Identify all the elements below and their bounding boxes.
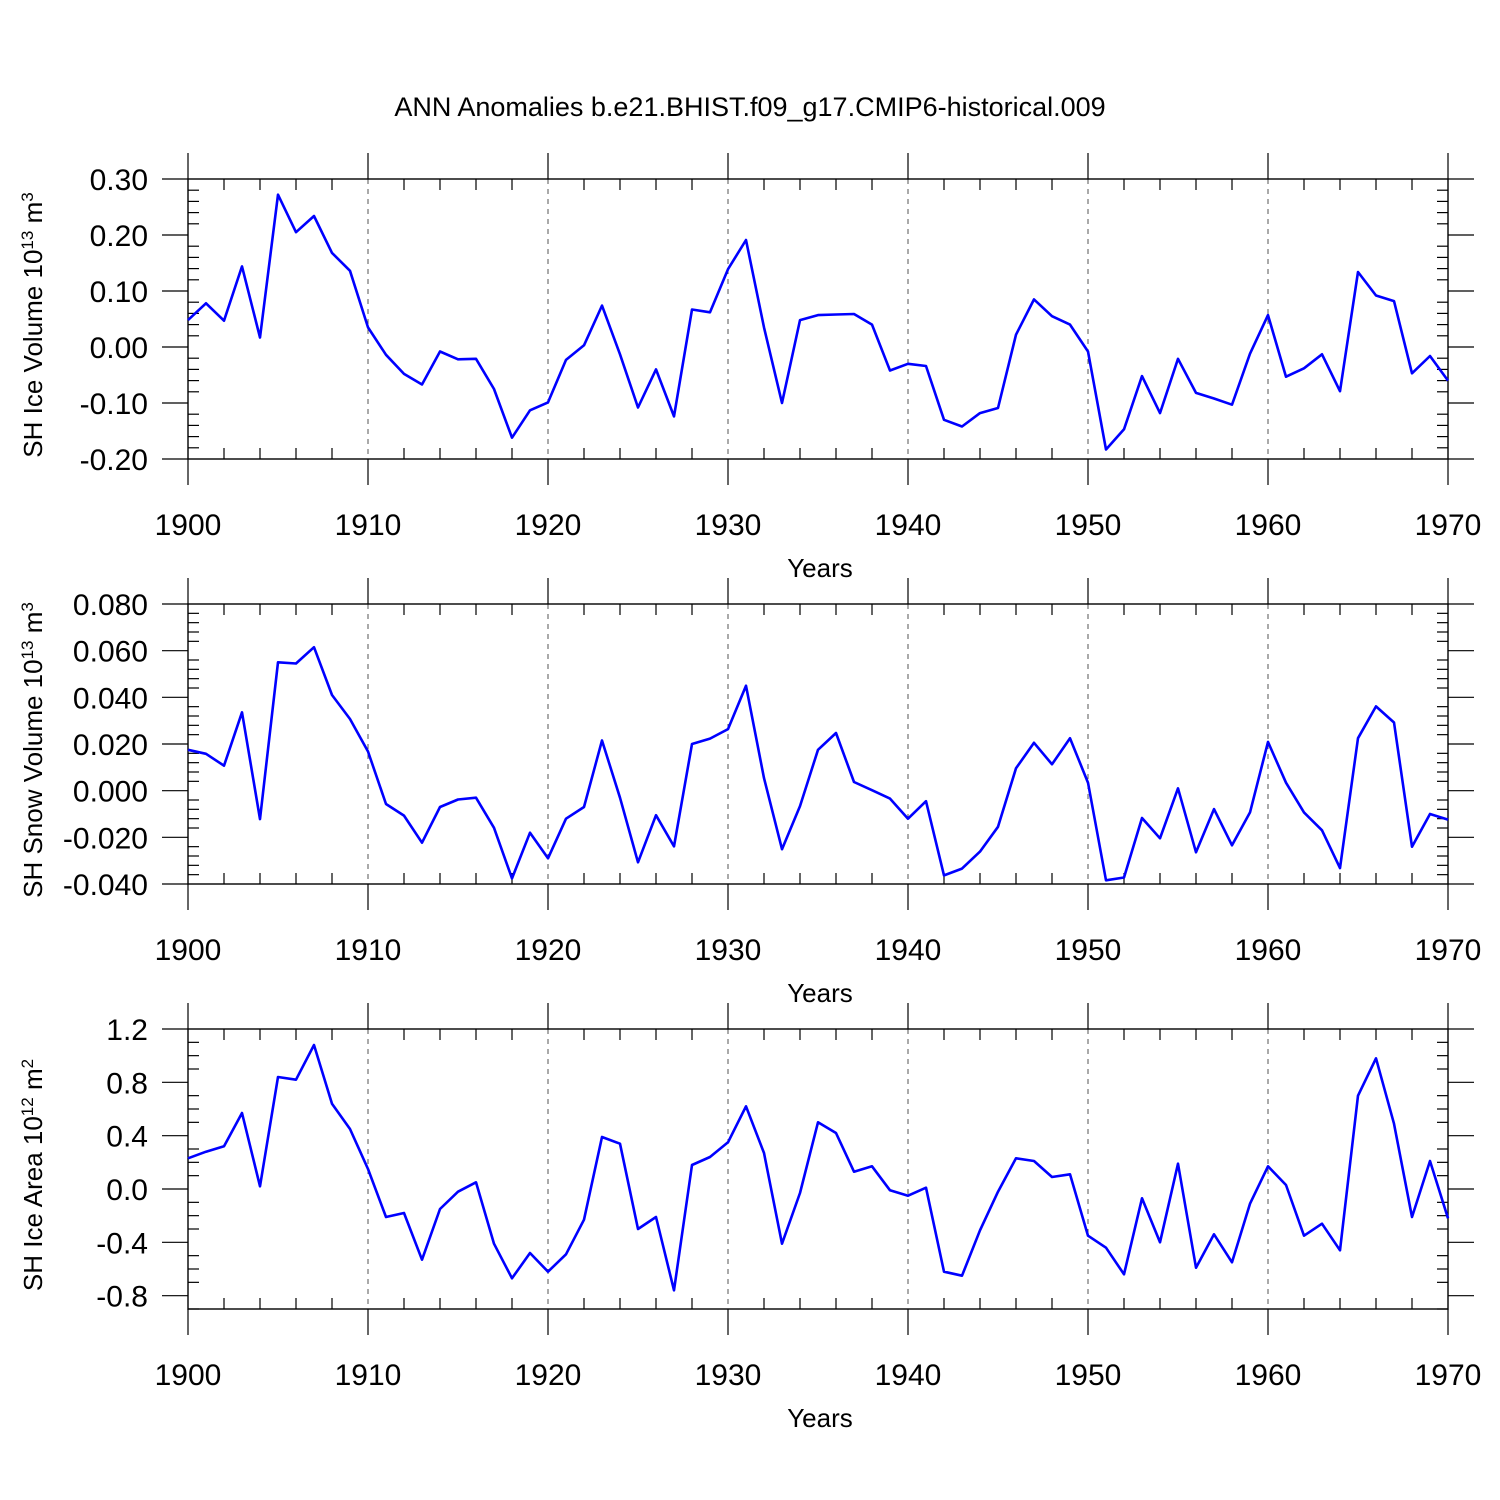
ice-area-grid bbox=[367, 1029, 1269, 1309]
y-tick-label: -0.040 bbox=[63, 869, 148, 902]
y-tick-label: 1.2 bbox=[106, 1014, 148, 1047]
y-tick-label: 0.060 bbox=[73, 636, 148, 669]
snow-volume-ticks bbox=[162, 578, 1474, 910]
y-tick-label: -0.8 bbox=[96, 1281, 148, 1314]
x-tick-label: 1920 bbox=[515, 1359, 582, 1392]
x-tick-label: 1930 bbox=[695, 1359, 762, 1392]
x-tick-label: 1920 bbox=[515, 509, 582, 542]
y-tick-label: 0.000 bbox=[73, 776, 148, 809]
x-tick-label: 1910 bbox=[335, 1359, 402, 1392]
ice-area-y-axis-title: SH Ice Area 1012 m2 bbox=[18, 1059, 49, 1291]
x-tick-label: 1930 bbox=[695, 509, 762, 542]
y-tick-label: -0.20 bbox=[80, 444, 148, 477]
snow-volume-series-line bbox=[187, 645, 1449, 882]
snow-volume-grid bbox=[367, 604, 1269, 884]
ice-area-panel: -0.8 -0.4 0.0 0.4 0.8 1.2 1900 1910 1920 1930 194… bbox=[18, 1003, 1482, 1433]
x-tick-label: 1950 bbox=[1055, 1359, 1122, 1392]
ice-volume-panel: -0.20-0.100.000.100.200.30 1900 1910 1920 1… bbox=[18, 153, 1482, 583]
x-tick-label: 1940 bbox=[875, 934, 942, 967]
x-tick-label: 1900 bbox=[155, 1359, 222, 1392]
x-tick-label: 1970 bbox=[1415, 934, 1482, 967]
x-tick-label: 1950 bbox=[1055, 509, 1122, 542]
x-tick-label: 1930 bbox=[695, 934, 762, 967]
x-tick-label: 1960 bbox=[1235, 509, 1302, 542]
x-tick-label: 1960 bbox=[1235, 934, 1302, 967]
x-tick-label: 1910 bbox=[335, 934, 402, 967]
chart-title: ANN Anomalies b.e21.BHIST.f09_g17.CMIP6-… bbox=[394, 92, 1105, 122]
snow-volume-y-axis-title: SH Snow Volume 1013 m3 bbox=[18, 602, 49, 898]
y-tick-label: 0.4 bbox=[106, 1121, 148, 1154]
ice-area-x-axis-title: Years bbox=[787, 1403, 853, 1433]
ice-volume-plot-frame bbox=[187, 178, 1449, 460]
y-tick-label: 0.040 bbox=[73, 682, 148, 715]
y-tick-label: -0.4 bbox=[96, 1227, 148, 1260]
x-tick-label: 1900 bbox=[155, 934, 222, 967]
ice-volume-y-axis-title: SH Ice Volume 1013 m3 bbox=[18, 192, 49, 457]
snow-volume-x-axis-title: Years bbox=[787, 978, 853, 1008]
snow-volume-panel: -0.040 -0.020 0.000 0.020 0.040 0.060 0.080 19… bbox=[18, 578, 1482, 1008]
x-tick-label: 1940 bbox=[875, 509, 942, 542]
y-tick-label: 0.00 bbox=[90, 332, 148, 365]
y-tick-label: 0.20 bbox=[90, 220, 148, 253]
x-tick-label: 1940 bbox=[875, 1359, 942, 1392]
y-tick-label: 0.10 bbox=[90, 276, 148, 309]
ice-area-plot-frame bbox=[187, 1028, 1449, 1310]
x-tick-label: 1910 bbox=[335, 509, 402, 542]
ice-area-y-tick-labels: -0.8 -0.4 0.0 0.4 0.8 1.2 bbox=[96, 1014, 148, 1314]
ice-volume-ticks bbox=[162, 153, 1474, 485]
x-tick-label: 1970 bbox=[1415, 1359, 1482, 1392]
x-tick-label: 1950 bbox=[1055, 934, 1122, 967]
ice-area-ticks bbox=[162, 1003, 1474, 1335]
ice-volume-y-tick-labels: -0.20 -0.10 0.00 0.10 0.20 0.30 bbox=[80, 164, 148, 477]
ice-volume-x-axis-title: Years bbox=[787, 553, 853, 583]
ice-volume-series-line bbox=[187, 193, 1450, 451]
y-tick-label: 0.30 bbox=[90, 164, 148, 197]
snow-volume-plot-frame bbox=[187, 603, 1449, 885]
ice-area-x-tick-labels: 1900 1910 1920 1930 1940 1950 1960 1970 bbox=[155, 1359, 1482, 1392]
ice-area-series-line bbox=[187, 1043, 1450, 1292]
y-tick-label: 0.8 bbox=[106, 1067, 148, 1100]
x-tick-label: 1960 bbox=[1235, 1359, 1302, 1392]
y-tick-label: -0.10 bbox=[80, 388, 148, 421]
x-tick-label: 1900 bbox=[155, 509, 222, 542]
ice-volume-x-tick-labels: 1900 1910 1920 1930 1940 1950 1960 1970 bbox=[155, 509, 1482, 542]
y-tick-label: 0.080 bbox=[73, 589, 148, 622]
y-tick-label: 0.020 bbox=[73, 729, 148, 762]
y-tick-label: -0.020 bbox=[63, 822, 148, 855]
snow-volume-x-tick-labels: 1900 1910 1920 1930 1940 1950 1960 1970 bbox=[155, 934, 1482, 967]
y-tick-label: 0.0 bbox=[106, 1174, 148, 1207]
x-tick-label: 1920 bbox=[515, 934, 582, 967]
snow-volume-y-tick-labels: -0.040 -0.020 0.000 0.020 0.040 0.060 0.080 bbox=[63, 589, 148, 902]
x-tick-label: 1970 bbox=[1415, 509, 1482, 542]
